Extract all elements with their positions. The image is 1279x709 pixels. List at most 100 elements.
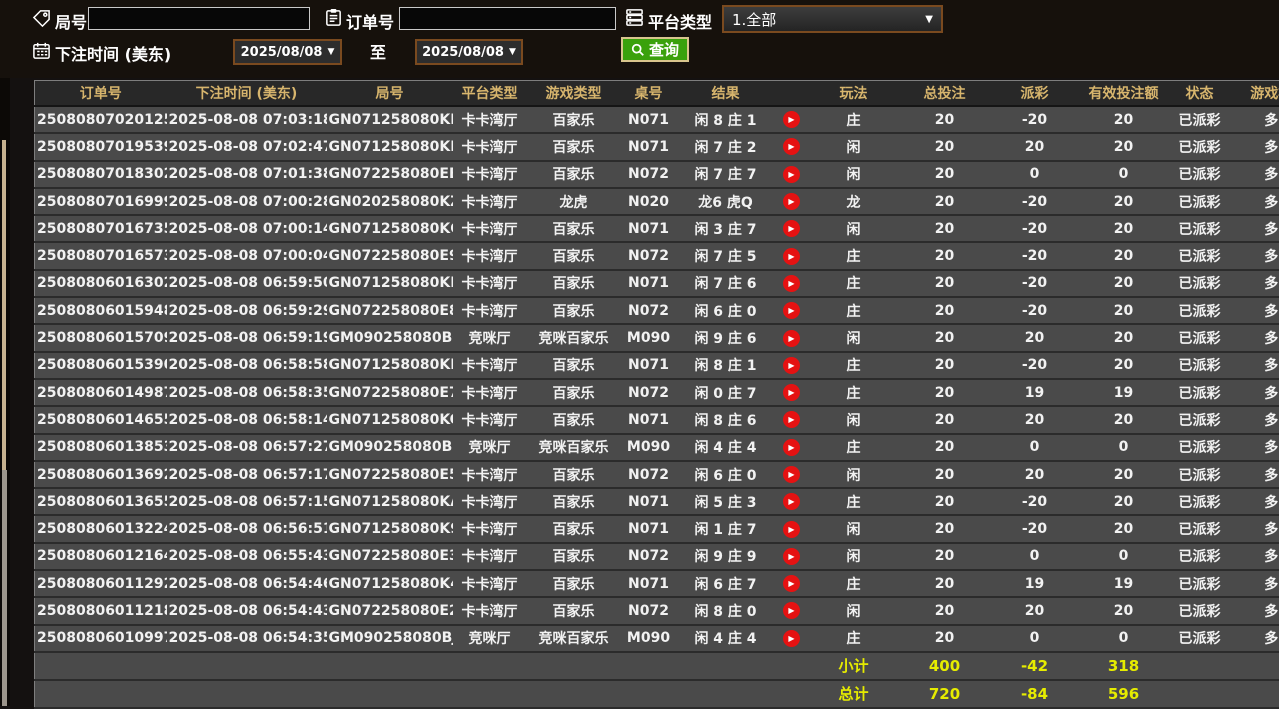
cell-bet-time: 2025-08-08 07:00:14 (167, 215, 327, 242)
cell-result: 闲 7 庄 7 (677, 161, 775, 188)
query-button[interactable]: 查询 (621, 37, 689, 62)
play-icon[interactable]: ▶ (783, 411, 800, 428)
play-icon[interactable]: ▶ (783, 111, 800, 128)
cell-platform: 卡卡湾厅 (453, 488, 527, 515)
cell-result: 闲 8 庄 6 (677, 406, 775, 433)
play-icon[interactable]: ▶ (783, 275, 800, 292)
cell-game-mode: 多台 (1231, 324, 1279, 351)
cell-platform: 竞咪厅 (453, 324, 527, 351)
cell-game-type: 百家乐 (527, 543, 621, 570)
play-icon[interactable]: ▶ (783, 248, 800, 265)
cell-platform: 卡卡湾厅 (453, 215, 527, 242)
cell-valid-bet: 20 (1079, 406, 1169, 433)
play-icon[interactable]: ▶ (783, 439, 800, 456)
cell-total-bet: 20 (899, 406, 991, 433)
cell-status: 已派彩 (1169, 133, 1231, 160)
cell-payout: -20 (991, 297, 1079, 324)
cell-valid-bet: 20 (1079, 461, 1169, 488)
play-icon[interactable]: ▶ (783, 193, 800, 210)
play-icon[interactable]: ▶ (783, 357, 800, 374)
cell-game-mode: 多台 (1231, 406, 1279, 433)
table-header: 订单号下注时间 (美东)局号平台类型游戏类型桌号结果玩法总投注派彩有效投注额状态… (35, 81, 1279, 107)
cell-payout: -20 (991, 515, 1079, 542)
cell-payout: 0 (991, 625, 1079, 652)
play-icon[interactable]: ▶ (783, 602, 800, 619)
game-id-input[interactable] (88, 7, 310, 30)
cell-order-id: 250808060146555 (35, 406, 167, 433)
cell-result: 闲 8 庄 1 (677, 106, 775, 133)
cell-game-mode: 多台 (1231, 188, 1279, 215)
play-icon[interactable]: ▶ (783, 466, 800, 483)
cell-table-no: N072 (621, 161, 677, 188)
play-icon[interactable]: ▶ (783, 575, 800, 592)
cell-replay: ▶ (775, 270, 809, 297)
platform-type-select[interactable]: 1.全部 ▼ (722, 5, 943, 33)
cell-order-id: 250808070169998 (35, 188, 167, 215)
cell-platform: 卡卡湾厅 (453, 297, 527, 324)
play-icon[interactable]: ▶ (783, 630, 800, 647)
cell-total-bet: 20 (899, 133, 991, 160)
order-id-label: 订单号 (346, 9, 394, 33)
cell-replay: ▶ (775, 543, 809, 570)
cell-status: 已派彩 (1169, 106, 1231, 133)
cell-status: 已派彩 (1169, 297, 1231, 324)
search-icon (631, 43, 645, 57)
cell-result: 闲 9 庄 6 (677, 324, 775, 351)
cell-platform: 卡卡湾厅 (453, 461, 527, 488)
cell-valid-bet: 0 (1079, 543, 1169, 570)
play-icon[interactable]: ▶ (783, 138, 800, 155)
caret-down-icon: ▼ (925, 14, 933, 25)
cell-bet-time: 2025-08-08 07:01:38 (167, 161, 327, 188)
cell-table-no: M090 (621, 324, 677, 351)
bet-time-label: 下注时间 (美东) (55, 41, 171, 65)
cell-payout: 0 (991, 543, 1079, 570)
table-row: 250808070165732 2025-08-08 07:00:04 GN07… (35, 242, 1279, 269)
cell-table-no: M090 (621, 625, 677, 652)
bet-records-table: 订单号下注时间 (美东)局号平台类型游戏类型桌号结果玩法总投注派彩有效投注额状态… (34, 80, 1279, 709)
cell-total-bet: 20 (899, 570, 991, 597)
cell-platform: 卡卡湾厅 (453, 515, 527, 542)
cell-result: 闲 6 庄 0 (677, 297, 775, 324)
play-icon[interactable]: ▶ (783, 548, 800, 565)
cell-total-bet: 20 (899, 297, 991, 324)
play-icon[interactable]: ▶ (783, 166, 800, 183)
cell-order-id: 250808060132240 (35, 515, 167, 542)
cell-status: 已派彩 (1169, 488, 1231, 515)
cell-bet-time: 2025-08-08 06:56:51 (167, 515, 327, 542)
table-row: 250808060112181 2025-08-08 06:54:43 GN07… (35, 597, 1279, 624)
cell-valid-bet: 0 (1079, 161, 1169, 188)
cell-total-bet: 20 (899, 461, 991, 488)
cell-table-no: N071 (621, 352, 677, 379)
cell-game-mode: 多台 (1231, 488, 1279, 515)
play-icon[interactable]: ▶ (783, 521, 800, 538)
cell-replay: ▶ (775, 161, 809, 188)
cell-game-no: GN071258080KG (327, 215, 453, 242)
cell-play-type: 庄 (809, 352, 899, 379)
date-from-picker[interactable]: 2025/08/08 ▼ (233, 39, 342, 65)
cell-game-no: GN071258080KL (327, 133, 453, 160)
cell-valid-bet: 19 (1079, 379, 1169, 406)
cell-play-type: 庄 (809, 106, 899, 133)
column-header: 结果 (677, 81, 775, 107)
date-to-picker[interactable]: 2025/08/08 ▼ (415, 39, 523, 65)
cell-game-mode: 多台 (1231, 625, 1279, 652)
cell-replay: ▶ (775, 488, 809, 515)
order-id-input[interactable] (399, 7, 616, 30)
cell-play-type: 庄 (809, 625, 899, 652)
cell-table-no: N071 (621, 270, 677, 297)
play-icon[interactable]: ▶ (783, 493, 800, 510)
table-row: 250808060138537 2025-08-08 06:57:27 GM09… (35, 434, 1279, 461)
cell-total-bet: 20 (899, 543, 991, 570)
cell-valid-bet: 20 (1079, 242, 1169, 269)
cell-game-no: GN072258080E3 (327, 543, 453, 570)
cell-total-bet: 20 (899, 324, 991, 351)
play-icon[interactable]: ▶ (783, 330, 800, 347)
play-icon[interactable]: ▶ (783, 220, 800, 237)
play-icon[interactable]: ▶ (783, 384, 800, 401)
cell-result: 闲 9 庄 9 (677, 543, 775, 570)
cell-game-type: 竞咪百家乐 (527, 324, 621, 351)
cell-game-type: 百家乐 (527, 297, 621, 324)
play-icon[interactable]: ▶ (783, 302, 800, 319)
